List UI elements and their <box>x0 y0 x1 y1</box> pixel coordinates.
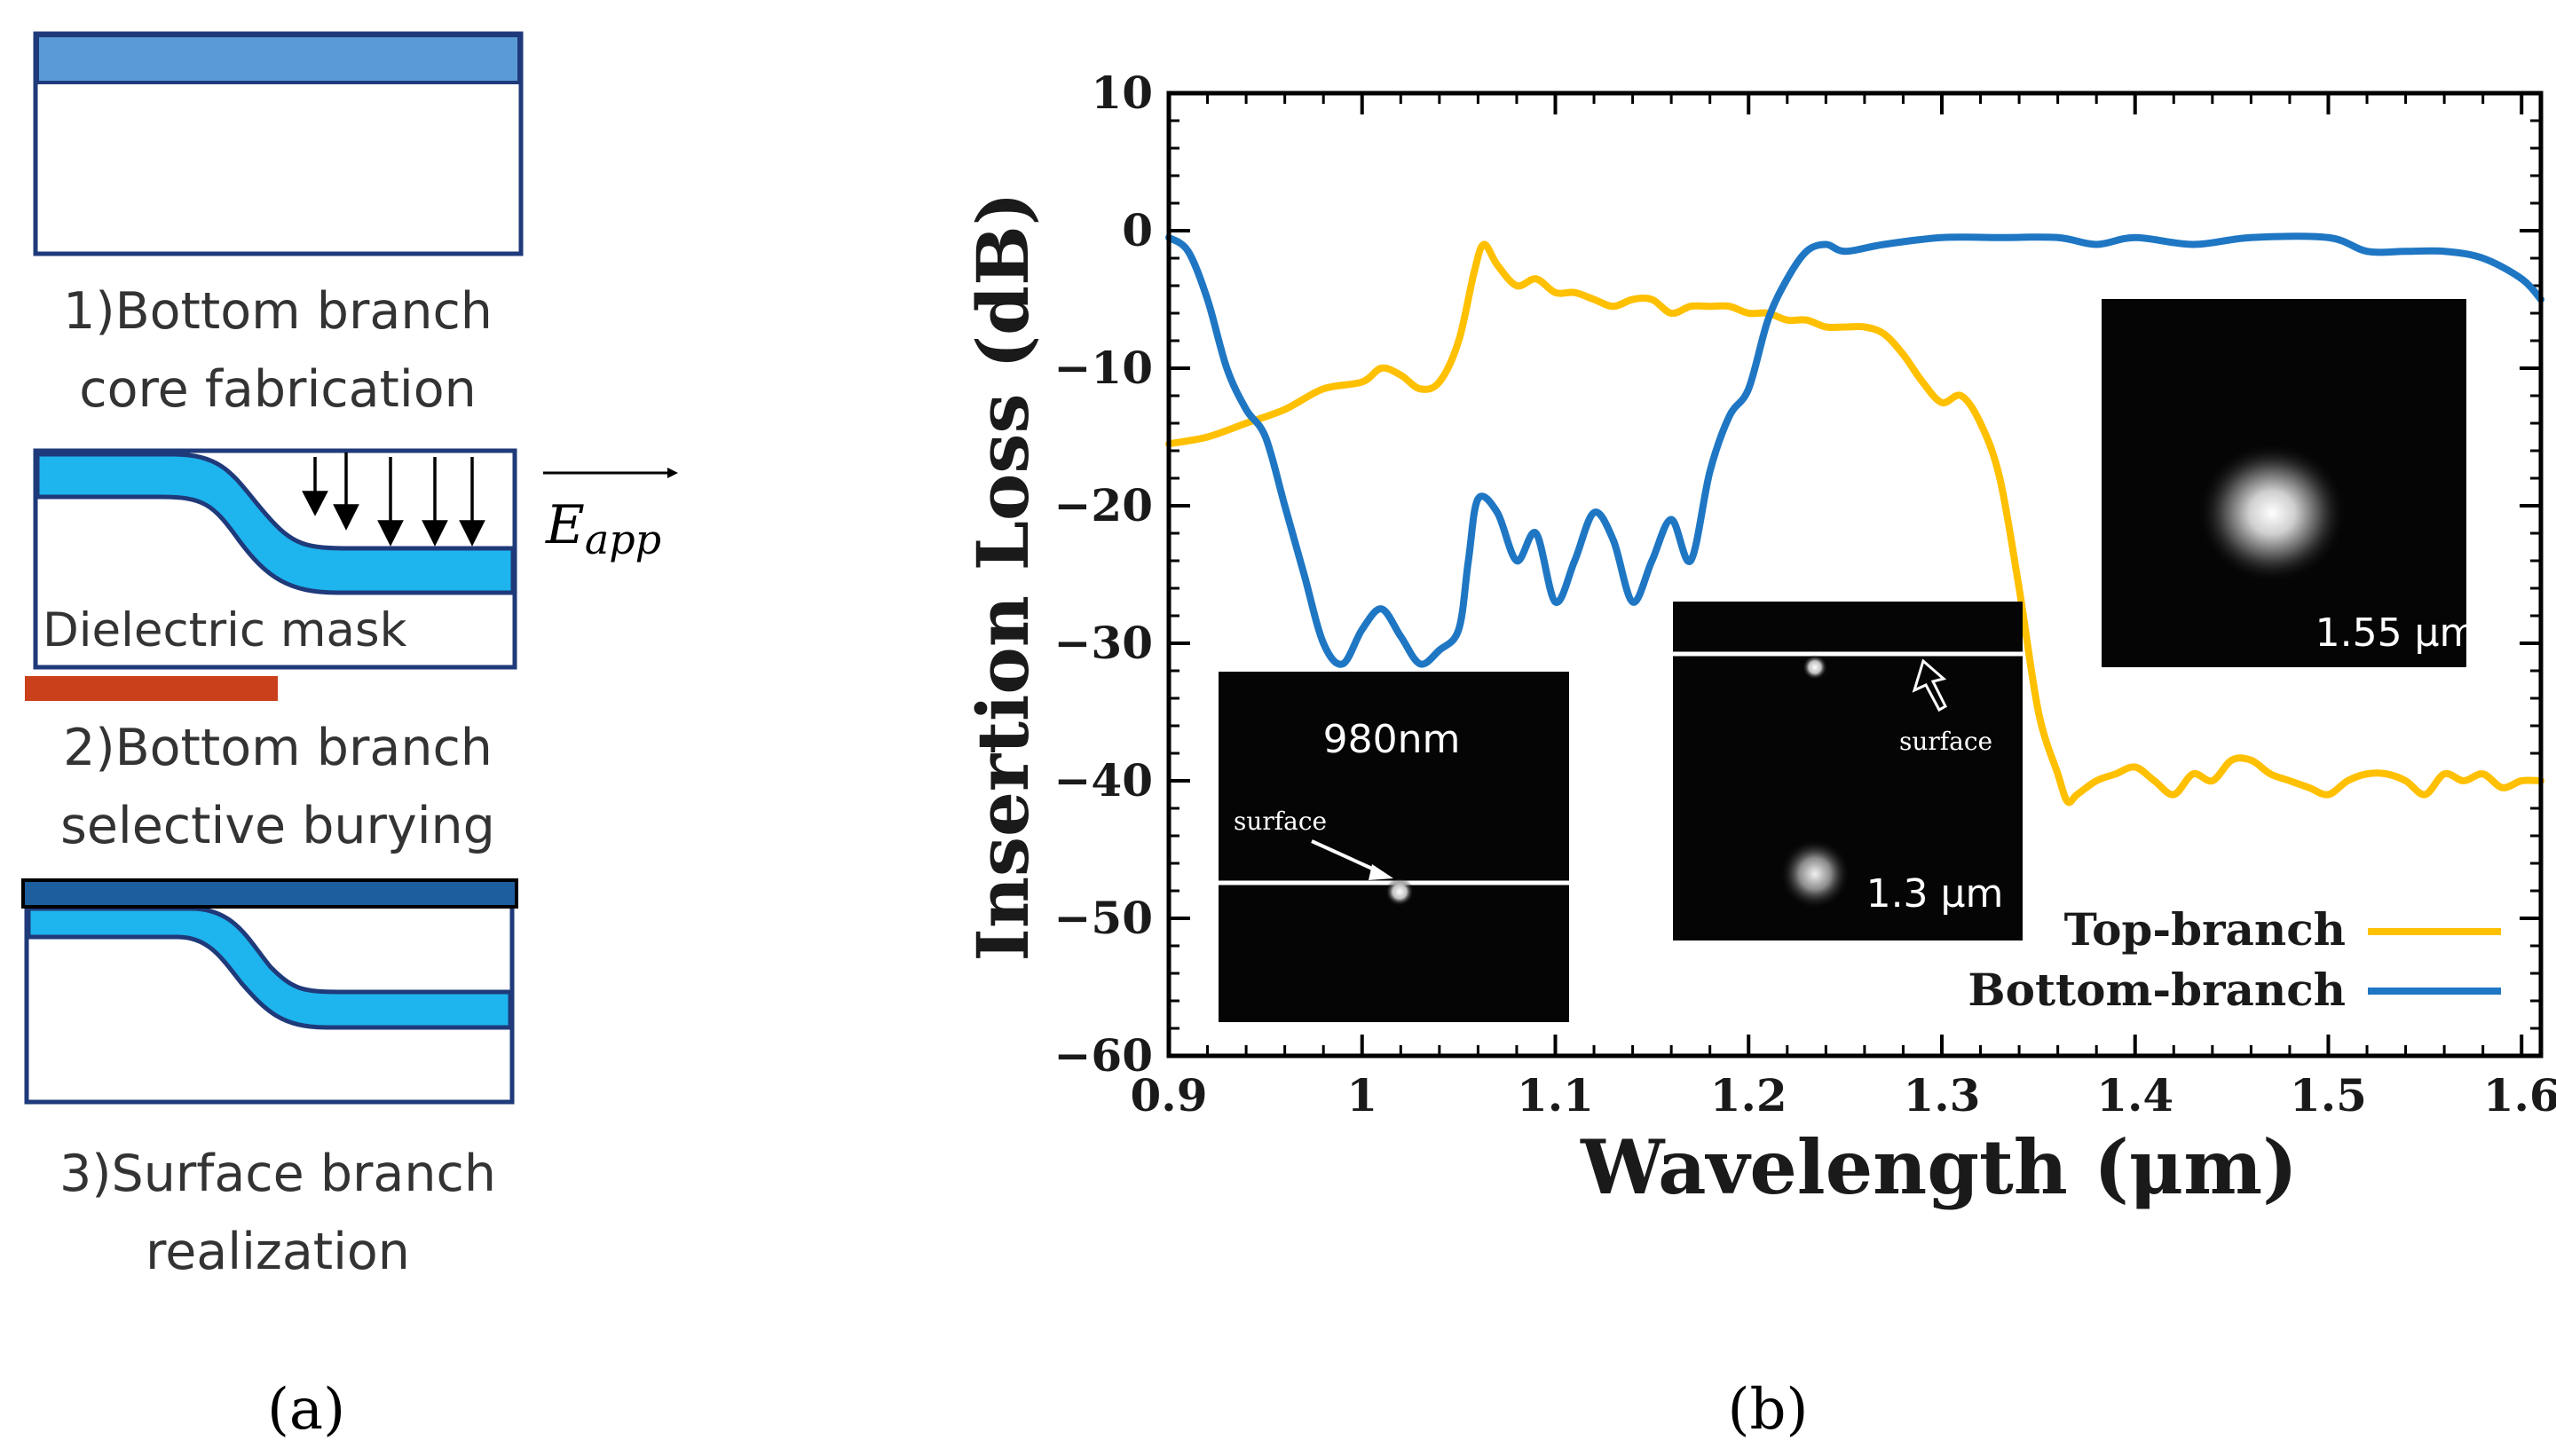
inset-980nm-spot <box>1385 878 1414 906</box>
y-tick-label: −60 <box>1054 1029 1153 1082</box>
step3-label-line1: 3)Surface branch <box>59 1145 496 1203</box>
step3-core-waveguide <box>26 906 513 1030</box>
y-tick-label: −20 <box>1054 479 1153 531</box>
caption-b: (b) <box>1728 1377 1809 1443</box>
step1-core-layer <box>36 34 521 84</box>
y-tick-label: 0 <box>1122 204 1153 256</box>
inset-1-55um-spot <box>2197 442 2347 584</box>
step3-label-line2: realization <box>146 1223 410 1281</box>
y-tick-label: −40 <box>1054 754 1153 807</box>
y-tick-label: 10 <box>1091 67 1153 119</box>
inset-980nm-arrow-label: surface <box>1234 807 1327 836</box>
legend-label-top-branch: Top-branch <box>2064 903 2346 956</box>
inset-1-55um-label: 1.55 μm <box>2315 610 2478 656</box>
surface-layer <box>21 878 518 909</box>
step1-label-line2: core fabrication <box>79 360 476 419</box>
inset-980nm: 980nm surface <box>1219 672 1569 1022</box>
x-tick-label: 1.3 <box>1903 1069 1980 1122</box>
field-symbol-subscript: app <box>585 516 661 563</box>
inset-1-3um-bottom-spot <box>1779 838 1850 909</box>
dielectric-mask-label: Dielectric mask <box>43 603 407 657</box>
x-tick-label: 1.6 <box>2483 1069 2556 1122</box>
inset-1-3um-surface-spot <box>1803 655 1827 680</box>
y-tick-label: −50 <box>1054 892 1153 944</box>
step2-diagram: Dielectric mask <box>25 448 517 701</box>
plot-frame <box>1166 91 2544 1059</box>
y-axis-title: Insertion Loss (dB) <box>961 192 1045 961</box>
x-tick-label: 1.2 <box>1710 1069 1787 1122</box>
inset-1-3um-label: 1.3 μm <box>1866 871 2004 917</box>
field-symbol: Eapp <box>543 468 678 563</box>
legend: Top-branch Bottom-branch <box>1968 903 2501 1016</box>
inset-1-55um: 1.55 μm <box>2102 299 2477 667</box>
panel-a: 1)Bottom branch core fabrication Dielect… <box>21 31 678 1443</box>
caption-a: (a) <box>267 1377 345 1443</box>
x-tick-label: 1 <box>1346 1069 1377 1122</box>
y-tick-label: −10 <box>1054 342 1153 394</box>
x-axis-title: Wavelength (μm) <box>1580 1123 2298 1211</box>
x-tick-label: 1.1 <box>1517 1069 1594 1122</box>
step2-label-line1: 2)Bottom branch <box>63 719 493 777</box>
step2-core-waveguide <box>35 452 516 595</box>
chart-tick-labels: 0.9 1 1.1 1.2 1.3 1.4 1.5 1.6 10 0 −10 −20 −30 −40 −50… <box>1054 67 2556 1122</box>
inset-980nm-label: 980nm <box>1323 717 1461 762</box>
field-symbol-E: E <box>545 494 585 556</box>
series-line-top-branch <box>1165 240 2544 807</box>
step1-diagram <box>33 31 524 256</box>
x-tick-label: 1.5 <box>2290 1069 2367 1122</box>
applied-field-arrows <box>302 453 485 547</box>
inset-1-3um-arrow-label: surface <box>1899 727 1992 756</box>
x-tick-label: 1.4 <box>2096 1069 2173 1122</box>
legend-label-bottom-branch: Bottom-branch <box>1968 964 2346 1016</box>
inset-1-3um: surface 1.3 μm <box>1673 602 2023 940</box>
step2-label-line2: selective burying <box>60 797 495 855</box>
step3-diagram <box>21 878 518 1105</box>
step1-label-line1: 1)Bottom branch <box>63 282 493 341</box>
svg-text:Eapp: Eapp <box>545 494 661 563</box>
y-tick-label: −30 <box>1054 617 1153 669</box>
panel-b: 0.9 1 1.1 1.2 1.3 1.4 1.5 1.6 10 0 −10 −20 −30 −40 −50… <box>961 67 2556 1443</box>
dielectric-mask <box>25 676 278 701</box>
series-line-bottom-branch <box>1165 232 2544 668</box>
x-tick-label: 0.9 <box>1131 1069 1208 1122</box>
